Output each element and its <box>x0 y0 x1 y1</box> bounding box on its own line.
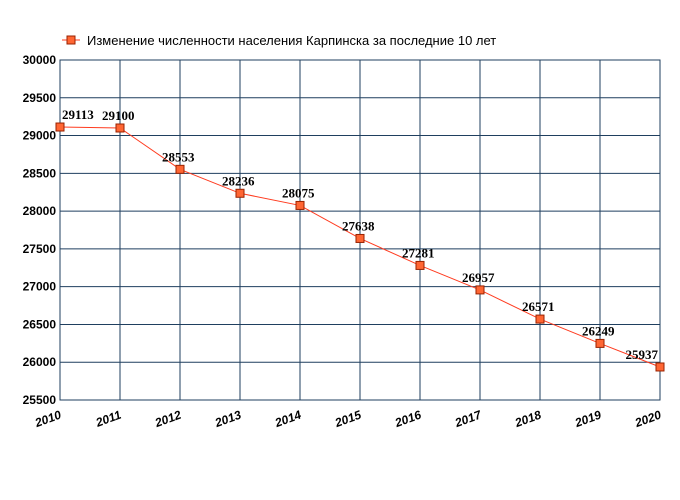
data-label: 27281 <box>402 245 435 260</box>
data-label: 26571 <box>522 299 555 314</box>
y-tick-label: 27500 <box>23 242 57 256</box>
data-point-marker <box>355 233 365 243</box>
data-point-marker <box>655 362 665 372</box>
data-label: 29100 <box>102 108 135 123</box>
y-tick-label: 25500 <box>23 393 57 407</box>
legend: Изменение численности населения Карпинск… <box>62 33 496 48</box>
y-tick-label: 29500 <box>23 91 57 105</box>
x-tick-label: 2011 <box>93 408 123 430</box>
y-tick-label: 28000 <box>23 204 57 218</box>
data-point-marker <box>55 122 65 132</box>
x-axis-ticks: 2010 2011 2012 2013 2014 2015 2016 2017 2018 2019… <box>32 407 663 430</box>
y-tick-label: 29000 <box>23 129 57 143</box>
data-point-marker <box>415 260 425 270</box>
x-tick-label: 2013 <box>212 408 243 431</box>
x-tick-label: 2017 <box>452 407 484 430</box>
x-tick-label: 2018 <box>512 408 543 431</box>
data-point-marker <box>175 164 185 174</box>
data-point-marker <box>295 200 305 210</box>
x-tick-label: 2012 <box>152 408 183 431</box>
x-tick-label: 2014 <box>272 408 303 431</box>
legend-label: Изменение численности населения Карпинск… <box>87 33 496 48</box>
data-label: 26249 <box>582 323 615 338</box>
y-tick-label: 30000 <box>23 53 57 67</box>
data-label: 25937 <box>626 347 659 362</box>
legend-marker-swatch <box>66 35 76 45</box>
data-label: 28553 <box>162 149 195 164</box>
data-point-marker <box>475 285 485 295</box>
data-label: 26957 <box>462 270 495 285</box>
x-tick-label: 2015 <box>332 408 363 431</box>
data-labels: 29113 29100 28553 28236 28075 27638 27281 26957… <box>62 107 659 362</box>
y-tick-label: 27000 <box>23 280 57 294</box>
series-population <box>55 122 665 372</box>
data-label: 27638 <box>342 218 375 233</box>
data-point-marker <box>535 314 545 324</box>
x-tick-label: 2019 <box>572 408 603 431</box>
x-tick-label: 2010 <box>32 408 63 431</box>
data-point-marker <box>115 123 125 133</box>
data-point-marker <box>235 188 245 198</box>
y-tick-label: 26000 <box>23 355 57 369</box>
data-label: 28236 <box>222 173 255 188</box>
y-tick-label: 28500 <box>23 166 57 180</box>
grid <box>59 59 661 401</box>
data-label: 28075 <box>282 185 315 200</box>
x-tick-label: 2016 <box>392 408 423 431</box>
data-label: 29113 <box>62 107 94 122</box>
y-tick-label: 26500 <box>23 317 57 331</box>
x-tick-label: 2020 <box>632 408 663 431</box>
plot-frame <box>59 59 661 401</box>
data-point-marker <box>595 338 605 348</box>
y-axis-ticks: 25500 26000 26500 27000 27500 28000 28500 29000… <box>23 53 57 407</box>
